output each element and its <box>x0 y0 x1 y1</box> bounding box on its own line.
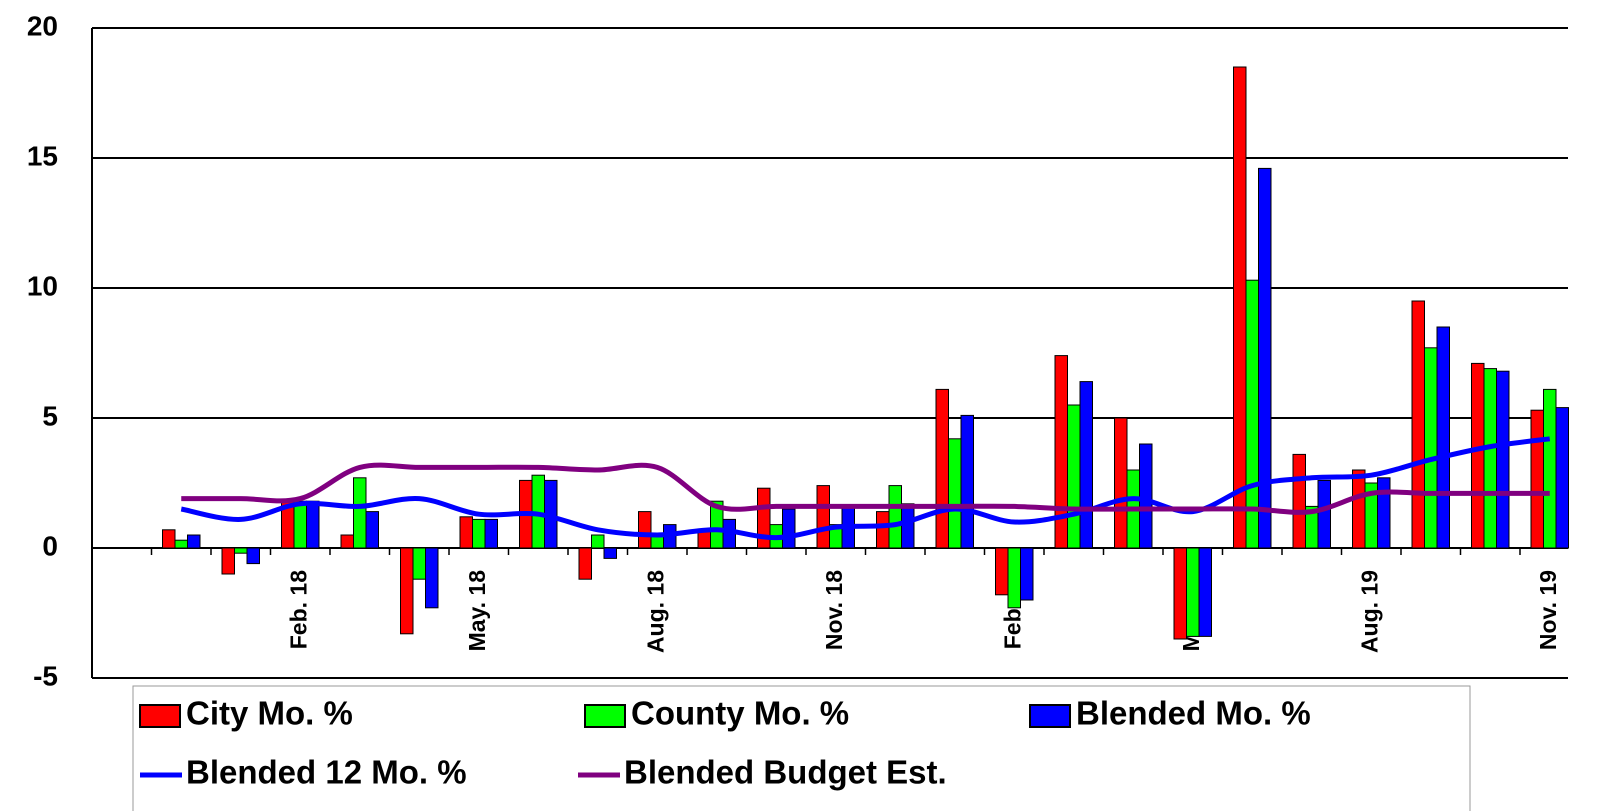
bar <box>1471 362 1485 549</box>
y-tick-label: 15 <box>27 140 58 171</box>
bar <box>1020 547 1034 601</box>
bar <box>246 547 260 565</box>
bar <box>1007 547 1021 609</box>
legend-box <box>132 685 1471 811</box>
bar <box>1436 326 1450 549</box>
y-tick-label: 5 <box>42 400 58 431</box>
bar <box>1317 479 1331 549</box>
legend-label: Blended Budget Est. <box>624 754 947 791</box>
legend-label: City Mo. % <box>186 695 353 732</box>
bar <box>1139 443 1153 549</box>
bar <box>591 534 605 549</box>
bar <box>459 516 473 549</box>
y-tick-label: 20 <box>27 10 58 41</box>
bar <box>340 534 354 549</box>
bar <box>1292 453 1306 549</box>
bar <box>1114 417 1128 549</box>
legend-swatch <box>584 704 626 728</box>
bar <box>412 547 426 580</box>
bar <box>757 487 771 549</box>
bar <box>1496 370 1510 549</box>
bar <box>1233 66 1247 549</box>
y-tick-label: 10 <box>27 270 58 301</box>
bar <box>400 547 414 635</box>
bar <box>1483 368 1497 549</box>
bar <box>960 414 974 549</box>
bar <box>1198 547 1212 637</box>
legend-label: County Mo. % <box>631 695 849 732</box>
bar <box>995 547 1009 596</box>
bar <box>1079 381 1093 549</box>
legend-swatch <box>139 704 181 728</box>
bar <box>782 508 796 549</box>
bar <box>1186 547 1200 637</box>
x-tick-label: Feb. 18 <box>285 570 311 649</box>
line <box>180 436 1551 541</box>
legend-swatch <box>1029 704 1071 728</box>
bar <box>876 511 890 549</box>
y-tick-label: 0 <box>42 530 58 561</box>
bar <box>1530 409 1544 549</box>
bar <box>638 511 652 549</box>
bar <box>1424 347 1438 549</box>
bar <box>174 539 188 549</box>
bar <box>187 534 201 549</box>
bar <box>1067 404 1081 549</box>
x-tick-label: Aug. 19 <box>1356 570 1382 653</box>
bar <box>353 477 367 549</box>
bar <box>1258 167 1272 549</box>
bar <box>901 503 915 549</box>
bar <box>1543 388 1557 549</box>
bar <box>306 500 320 549</box>
legend-label: Blended Mo. % <box>1076 695 1311 732</box>
bar <box>472 518 486 549</box>
bar <box>603 547 617 559</box>
bar <box>162 529 176 549</box>
line <box>181 462 1550 515</box>
x-tick-label: May. 18 <box>464 570 490 652</box>
x-tick-label: Aug. 18 <box>642 570 668 653</box>
bar <box>888 485 902 549</box>
legend-label: Blended 12 Mo. % <box>186 754 467 791</box>
bar <box>1377 477 1391 549</box>
bar <box>221 547 235 575</box>
bar <box>935 388 949 549</box>
x-tick-label: Nov. 19 <box>1535 570 1561 650</box>
bar <box>816 485 830 549</box>
bar <box>1411 300 1425 549</box>
y-tick-label: -5 <box>33 660 58 691</box>
bar <box>948 438 962 549</box>
x-tick-label: Nov. 18 <box>821 570 847 650</box>
bar <box>578 547 592 580</box>
bar <box>1352 469 1366 549</box>
bar <box>293 500 307 549</box>
bar <box>484 518 498 549</box>
bar <box>365 511 379 549</box>
bar <box>1173 547 1187 640</box>
bar <box>234 547 248 554</box>
bar <box>425 547 439 609</box>
bar <box>1555 407 1569 549</box>
